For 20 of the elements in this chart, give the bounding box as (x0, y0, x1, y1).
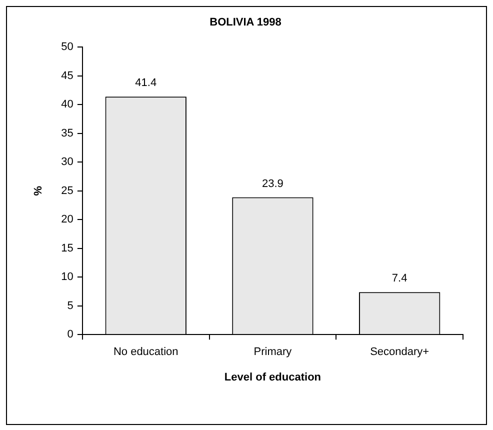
y-tick-label: 35 (61, 127, 74, 140)
x-tick-label: Secondary+ (370, 346, 430, 358)
data-label: 7.4 (392, 272, 408, 285)
y-tick-label: 25 (61, 184, 74, 197)
data-label: 23.9 (262, 178, 284, 190)
x-tick-label: No education (113, 346, 178, 358)
x-axis-title: Level of education (224, 371, 322, 384)
y-tick-label: 20 (61, 214, 74, 226)
y-tick-label: 30 (61, 156, 74, 168)
y-tick-label: 10 (61, 271, 74, 284)
y-tick-label: 0 (67, 328, 74, 341)
y-tick-label: 45 (61, 70, 74, 82)
y-tick-label: 40 (61, 98, 74, 111)
chart-title: BOLIVIA 1998 (210, 16, 282, 29)
y-axis-title: % (32, 186, 45, 196)
data-label: 41.4 (135, 77, 157, 90)
x-tick-label: Primary (254, 346, 292, 358)
y-tick-label: 50 (61, 41, 74, 54)
y-tick-label: 5 (67, 300, 74, 312)
y-tick-label: 15 (61, 242, 74, 254)
